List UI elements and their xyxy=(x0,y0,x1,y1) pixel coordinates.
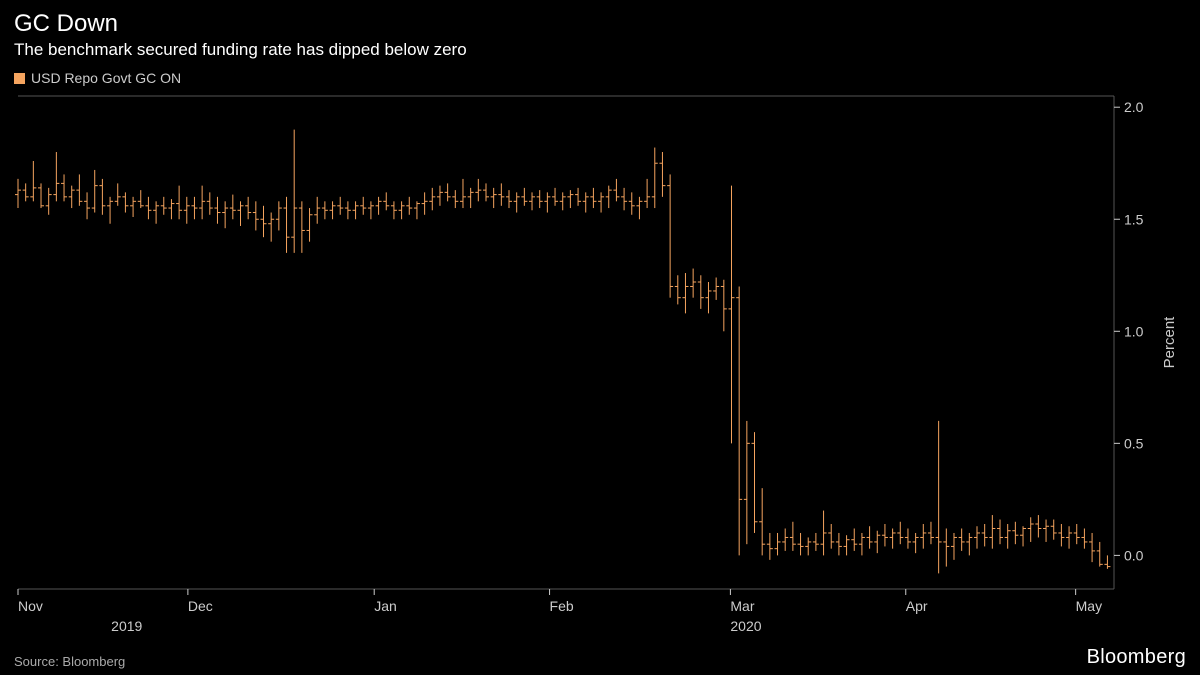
svg-text:0.5: 0.5 xyxy=(1124,435,1144,451)
brand-label: Bloomberg xyxy=(1087,646,1186,669)
svg-text:Dec: Dec xyxy=(188,598,213,614)
source-label: Source: Bloomberg xyxy=(14,654,125,669)
svg-text:Percent: Percent xyxy=(1161,316,1178,369)
chart-footer: Source: Bloomberg Bloomberg xyxy=(14,646,1186,669)
svg-text:2.0: 2.0 xyxy=(1124,99,1144,115)
svg-text:2019: 2019 xyxy=(111,618,142,634)
svg-text:Jan: Jan xyxy=(374,598,397,614)
svg-text:2020: 2020 xyxy=(730,618,761,634)
svg-text:Feb: Feb xyxy=(550,598,574,614)
chart-header: GC Down The benchmark secured funding ra… xyxy=(0,0,1200,66)
svg-text:1.5: 1.5 xyxy=(1124,211,1144,227)
chart-svg: 0.0 0.5 1.0 1.5 2.0 Percent Nov Dec Jan Feb Mar Apr… xyxy=(14,92,1186,645)
svg-text:Mar: Mar xyxy=(730,598,754,614)
chart-title: GC Down xyxy=(14,10,1186,38)
svg-text:1.0: 1.0 xyxy=(1124,323,1144,339)
svg-text:May: May xyxy=(1076,598,1102,614)
legend-swatch xyxy=(14,73,25,84)
svg-text:0.0: 0.0 xyxy=(1124,547,1144,563)
chart-subtitle: The benchmark secured funding rate has d… xyxy=(14,40,1186,60)
svg-text:Apr: Apr xyxy=(906,598,928,614)
legend: USD Repo Govt GC ON xyxy=(0,66,1200,88)
svg-text:Nov: Nov xyxy=(18,598,43,614)
legend-label: USD Repo Govt GC ON xyxy=(31,70,181,86)
chart-area: 0.0 0.5 1.0 1.5 2.0 Percent Nov Dec Jan Feb Mar Apr… xyxy=(14,92,1186,645)
